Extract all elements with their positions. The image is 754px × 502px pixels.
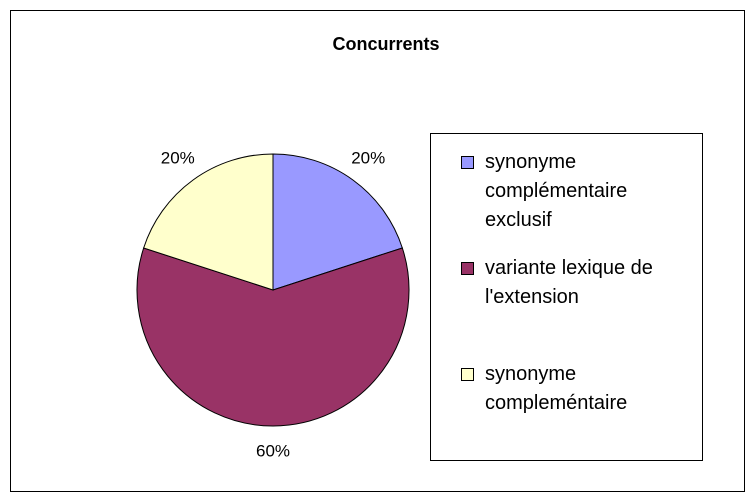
legend: synonyme complémentaire exclusif variante… [430, 133, 703, 461]
pie-slice [272, 153, 403, 291]
data-label: 60% [256, 441, 290, 460]
legend-entry: synonyme compleméntaire [461, 360, 696, 418]
data-label: 20% [351, 148, 385, 167]
legend-swatch [461, 262, 474, 275]
chart-title: Concurrents [332, 34, 439, 54]
legend-label: variante lexique de l'extension [485, 257, 653, 308]
data-label: 20% [161, 148, 195, 167]
legend-label: synonyme compleméntaire [485, 363, 628, 414]
legend-entry: variante lexique de l'extension [461, 254, 696, 312]
legend-swatch [461, 368, 474, 381]
legend-swatch [461, 156, 474, 169]
pie-slice [136, 247, 410, 427]
legend-entry: synonyme complémentaire exclusif [461, 148, 696, 235]
legend-label: synonyme complémentaire exclusif [485, 151, 628, 231]
pie-slice [143, 153, 274, 291]
